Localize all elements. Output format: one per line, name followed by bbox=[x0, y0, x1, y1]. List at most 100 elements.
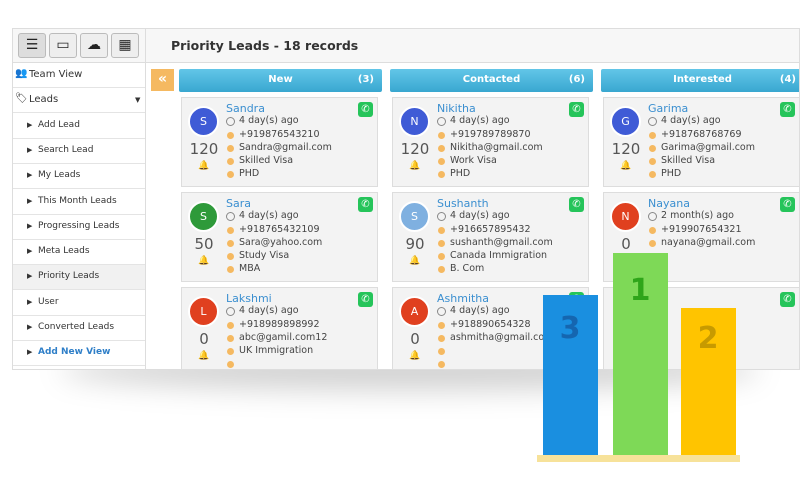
podium-bar bbox=[613, 253, 668, 455]
sidebar-icon: ▶ bbox=[27, 323, 33, 331]
lead-name[interactable]: Nayana bbox=[648, 197, 690, 210]
sidebar-label: Progressing Leads bbox=[38, 220, 120, 231]
detail-dot bbox=[227, 132, 234, 139]
sidebar-item[interactable]: ▶ Progressing Leads bbox=[13, 214, 145, 240]
lead-card[interactable]: ✆ S 90 🔔 Sushanth 4 day(s) ago +916657895432 su… bbox=[392, 192, 589, 282]
lead-detail: MBA bbox=[239, 263, 261, 274]
bell-icon: 🔔 bbox=[409, 256, 421, 266]
sidebar-icon: 👥 bbox=[15, 68, 28, 79]
column-count: (6) bbox=[568, 74, 585, 85]
lead-name[interactable]: Sushanth bbox=[437, 197, 489, 210]
sidebar-item[interactable]: ▶ Add Lead bbox=[13, 113, 145, 139]
view-icon[interactable]: ▭ bbox=[49, 33, 77, 58]
detail-dot bbox=[438, 240, 445, 247]
bell-icon: 🔔 bbox=[198, 351, 210, 361]
lead-name[interactable]: Nikitha bbox=[437, 102, 476, 115]
lead-name[interactable]: Garima bbox=[648, 102, 689, 115]
podium-label: 1 bbox=[630, 273, 651, 308]
sidebar-label: Add Lead bbox=[38, 119, 80, 130]
lead-name[interactable]: Ashmitha bbox=[437, 292, 490, 305]
clock-icon bbox=[437, 212, 446, 221]
sidebar-item[interactable]: ▶ Priority Leads bbox=[13, 265, 145, 291]
whatsapp-icon[interactable]: ✆ bbox=[780, 197, 795, 212]
avatar: N bbox=[399, 106, 430, 137]
sidebar-item[interactable]: 👥 Team View bbox=[13, 63, 145, 88]
lead-detail: +918989898992 bbox=[239, 319, 320, 330]
lead-detail: ashmitha@gmail.com bbox=[450, 332, 554, 343]
podium-base bbox=[537, 455, 740, 462]
sidebar-icon: ▶ bbox=[27, 221, 33, 230]
detail-dot bbox=[438, 227, 445, 234]
lead-time: 4 day(s) ago bbox=[239, 115, 299, 126]
lead-card[interactable]: ✆ S 120 🔔 Sandra 4 day(s) ago +919876543210 San… bbox=[181, 97, 378, 187]
lead-card[interactable]: ✆ N 120 🔔 Nikitha 4 day(s) ago +919789789870 Ni… bbox=[392, 97, 589, 187]
detail-dot bbox=[438, 158, 445, 165]
podium-bar bbox=[543, 295, 598, 455]
avatar: N bbox=[610, 201, 641, 232]
lead-detail: +919876543210 bbox=[239, 129, 320, 140]
sidebar-icon: ▶ bbox=[27, 145, 33, 154]
sidebar-label: This Month Leads bbox=[38, 195, 117, 206]
lead-detail: B. Com bbox=[450, 263, 485, 274]
lead-name[interactable]: Sandra bbox=[226, 102, 265, 115]
detail-dot bbox=[649, 132, 656, 139]
lead-detail: +919907654321 bbox=[661, 224, 742, 235]
window: Priority Leads - 18 records ☰ ▭ ☁ ▦ 👥 Team V… bbox=[12, 28, 800, 370]
lead-card[interactable]: ✆ S 50 🔔 Sara 4 day(s) ago +918765432109 Sara@y… bbox=[181, 192, 378, 282]
bell-icon: 🔔 bbox=[198, 256, 210, 266]
detail-dot bbox=[227, 145, 234, 152]
whatsapp-icon[interactable]: ✆ bbox=[358, 292, 373, 307]
lead-detail: +916657895432 bbox=[450, 224, 531, 235]
sidebar-item[interactable]: ▶ Add New View bbox=[13, 341, 145, 367]
lead-card[interactable]: ✆ L 0 🔔 Lakshmi 4 day(s) ago +918989898992 abc@… bbox=[181, 287, 378, 369]
detail-dot bbox=[438, 361, 445, 368]
whatsapp-icon[interactable]: ✆ bbox=[569, 102, 584, 117]
column-header: Interested (4) bbox=[601, 69, 799, 92]
sidebar-label: Add New View bbox=[38, 347, 111, 358]
detail-dot bbox=[649, 158, 656, 165]
detail-dot bbox=[649, 240, 656, 247]
lead-time: 4 day(s) ago bbox=[239, 210, 299, 221]
detail-dot bbox=[438, 335, 445, 342]
sidebar-item[interactable]: 🏷 Leads ▼ bbox=[13, 88, 145, 114]
bell-icon: 🔔 bbox=[198, 161, 210, 171]
whatsapp-icon[interactable]: ✆ bbox=[569, 197, 584, 212]
whatsapp-icon[interactable]: ✆ bbox=[358, 102, 373, 117]
sidebar-item[interactable]: ▶ Search Lead bbox=[13, 138, 145, 164]
view-icon[interactable]: ☁ bbox=[80, 33, 108, 58]
clock-icon bbox=[226, 307, 235, 316]
lead-name[interactable]: Lakshmi bbox=[226, 292, 272, 305]
sidebar-icon: ▶ bbox=[27, 247, 33, 256]
detail-dot bbox=[438, 348, 445, 355]
view-icon[interactable]: ▦ bbox=[111, 33, 139, 58]
lead-card[interactable]: ✆ G 120 🔔 Garima 4 day(s) ago +918768768769 Gar… bbox=[603, 97, 799, 187]
detail-dot bbox=[438, 322, 445, 329]
collapse-button[interactable]: « bbox=[151, 69, 174, 91]
sidebar-item[interactable]: ▶ Meta Leads bbox=[13, 240, 145, 266]
detail-dot bbox=[227, 322, 234, 329]
lead-detail: abc@gamil.com12 bbox=[239, 332, 328, 343]
lead-detail: Work Visa bbox=[450, 155, 497, 166]
dropdown-caret: ▼ bbox=[135, 96, 141, 105]
lead-time: 4 day(s) ago bbox=[239, 305, 299, 316]
clock-icon bbox=[226, 117, 235, 126]
sidebar-item[interactable]: ▶ Converted Leads bbox=[13, 316, 145, 341]
lead-name[interactable]: Sara bbox=[226, 197, 251, 210]
detail-dot bbox=[649, 171, 656, 178]
whatsapp-icon[interactable]: ✆ bbox=[358, 197, 373, 212]
lead-detail: Skilled Visa bbox=[661, 155, 716, 166]
detail-dot bbox=[649, 145, 656, 152]
view-icon[interactable]: ☰ bbox=[18, 33, 46, 58]
column-title: Interested bbox=[673, 74, 732, 85]
lead-detail: Skilled Visa bbox=[239, 155, 294, 166]
whatsapp-icon[interactable]: ✆ bbox=[780, 102, 795, 117]
lead-detail: +918890654328 bbox=[450, 319, 531, 330]
sidebar-item[interactable]: ▶ This Month Leads bbox=[13, 189, 145, 215]
whatsapp-icon[interactable]: ✆ bbox=[780, 292, 795, 307]
bell-icon: 🔔 bbox=[620, 161, 632, 171]
detail-dot bbox=[438, 132, 445, 139]
sidebar-item[interactable]: ▶ My Leads bbox=[13, 164, 145, 190]
sidebar-item[interactable]: ▶ User bbox=[13, 290, 145, 316]
